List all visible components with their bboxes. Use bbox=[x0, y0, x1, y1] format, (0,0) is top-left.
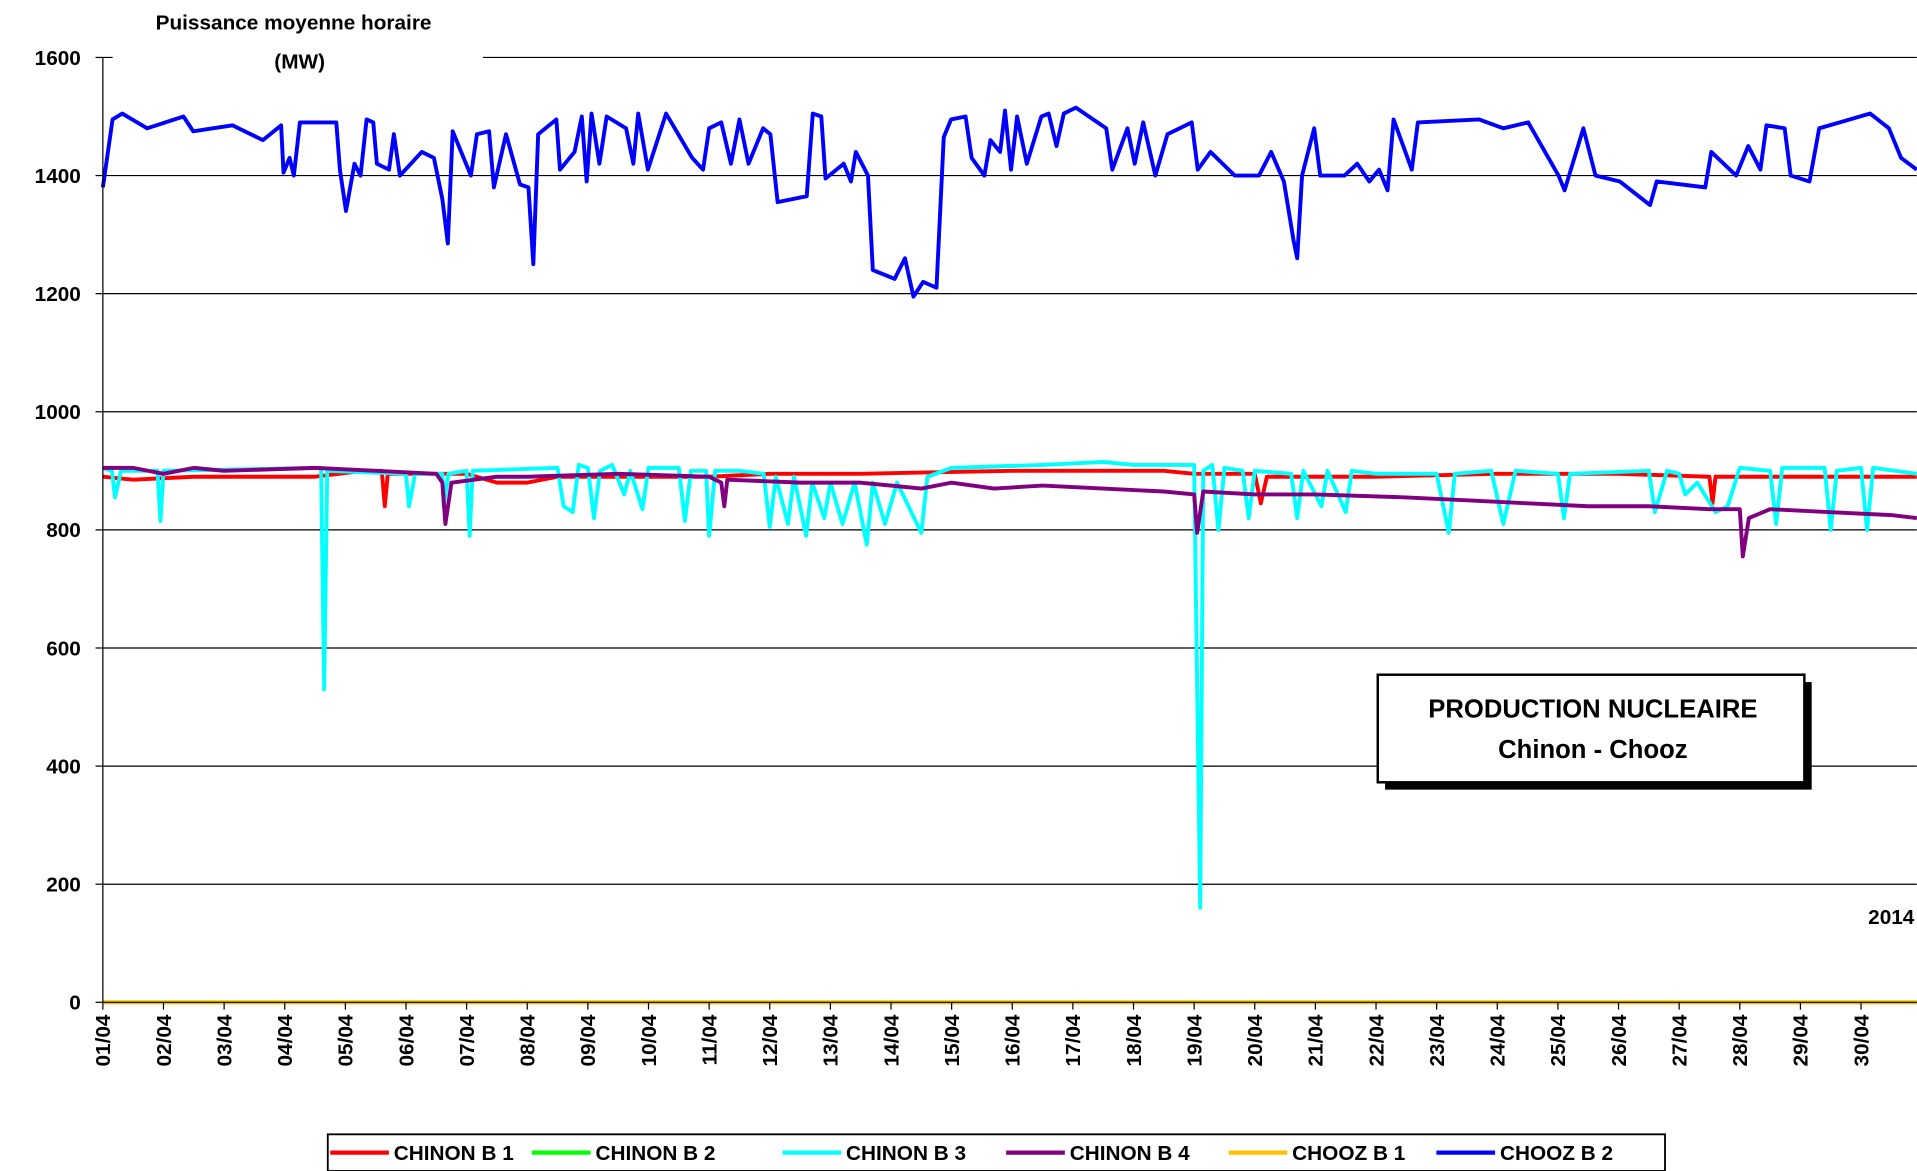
y-tick-label: 600 bbox=[46, 637, 81, 660]
x-tick-label: 09/04 bbox=[577, 1014, 600, 1066]
x-tick-label: 19/04 bbox=[1183, 1014, 1206, 1066]
x-tick-label: 16/04 bbox=[1002, 1014, 1025, 1066]
year-note: 2014 bbox=[1868, 906, 1915, 929]
x-tick-label: 10/04 bbox=[638, 1014, 661, 1066]
x-tick-label: 27/04 bbox=[1668, 1014, 1691, 1066]
legend: CHINON B 1 CHINON B 2 CHINON B 3 CHINON B 4… bbox=[330, 1142, 1613, 1165]
y-tick-label: 1600 bbox=[35, 47, 81, 70]
x-tick-label: 02/04 bbox=[153, 1014, 176, 1066]
legend-label: CHINON B 2 bbox=[595, 1142, 715, 1165]
x-tick-label: 12/04 bbox=[759, 1014, 782, 1066]
x-tick-label: 17/04 bbox=[1062, 1014, 1085, 1066]
axes: 0 200 400 600 800 1000 1200 1400 1600 01/04 02/04 0… bbox=[35, 47, 1917, 1067]
legend-label: CHINON B 4 bbox=[1070, 1142, 1190, 1165]
x-tick-label: 06/04 bbox=[395, 1014, 418, 1066]
x-tick-label: 04/04 bbox=[274, 1014, 297, 1066]
x-tick-label: 28/04 bbox=[1729, 1014, 1752, 1066]
series-line bbox=[102, 465, 1917, 559]
x-tick-label: 11/04 bbox=[698, 1014, 721, 1065]
x-tick-label: 26/04 bbox=[1608, 1014, 1631, 1066]
annotation-line: PRODUCTION NUCLEAIRE bbox=[1428, 696, 1757, 724]
x-tick-label: 14/04 bbox=[880, 1014, 903, 1066]
annotation-line: Chinon - Chooz bbox=[1498, 736, 1688, 764]
y-tick-label: 1200 bbox=[35, 283, 81, 306]
x-tick-label: 01/04 bbox=[92, 1014, 115, 1066]
y-tick-label: 1400 bbox=[35, 165, 81, 188]
y-tick-label: 1000 bbox=[35, 401, 81, 424]
x-tick-label: 03/04 bbox=[213, 1014, 236, 1066]
title-backdrop bbox=[112, 0, 484, 81]
y-axis-title: Puissance moyenne horaire bbox=[156, 11, 432, 34]
x-tick-label: 15/04 bbox=[941, 1014, 964, 1066]
legend-label: CHINON B 1 bbox=[394, 1142, 514, 1165]
y-tick-label: 800 bbox=[46, 519, 81, 542]
x-tick-label: 18/04 bbox=[1123, 1014, 1146, 1066]
x-tick-label: 29/04 bbox=[1790, 1014, 1813, 1066]
x-tick-label: 24/04 bbox=[1487, 1014, 1510, 1066]
x-tick-label: 05/04 bbox=[335, 1014, 358, 1066]
legend-label: CHOOZ B 2 bbox=[1500, 1142, 1613, 1165]
legend-label: CHOOZ B 1 bbox=[1292, 1142, 1405, 1165]
x-tick-label: 08/04 bbox=[517, 1014, 540, 1066]
x-tick-label: 13/04 bbox=[820, 1014, 843, 1066]
x-tick-label: 20/04 bbox=[1244, 1014, 1267, 1066]
x-tick-label: 25/04 bbox=[1547, 1014, 1570, 1066]
x-tick-label: 07/04 bbox=[456, 1014, 479, 1066]
y-tick-label: 200 bbox=[46, 874, 81, 897]
annotation-box bbox=[1376, 673, 1806, 784]
y-tick-label: 400 bbox=[46, 755, 81, 778]
y-tick-label: 0 bbox=[69, 992, 81, 1015]
x-tick-label: 30/04 bbox=[1850, 1014, 1873, 1066]
x-tick-label: 22/04 bbox=[1365, 1014, 1388, 1066]
x-tick-label: 21/04 bbox=[1305, 1014, 1328, 1066]
x-tick-label: 23/04 bbox=[1426, 1014, 1449, 1066]
series-line bbox=[100, 105, 1917, 299]
y-axis-unit: (MW) bbox=[274, 50, 325, 73]
legend-label: CHINON B 3 bbox=[846, 1142, 966, 1165]
